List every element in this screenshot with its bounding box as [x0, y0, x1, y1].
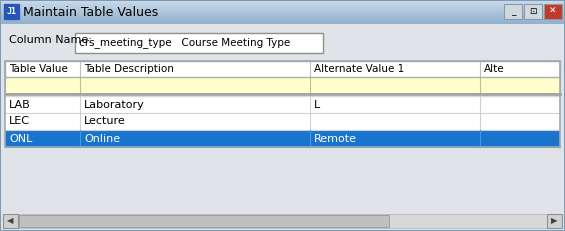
Text: Table Value: Table Value [9, 64, 68, 74]
FancyBboxPatch shape [5, 130, 560, 147]
FancyBboxPatch shape [1, 1, 564, 23]
FancyBboxPatch shape [1, 6, 564, 8]
FancyBboxPatch shape [5, 61, 560, 77]
FancyBboxPatch shape [18, 214, 547, 228]
Text: ◀: ◀ [7, 216, 14, 225]
FancyBboxPatch shape [1, 18, 564, 19]
FancyBboxPatch shape [3, 214, 18, 228]
Text: LAB: LAB [9, 100, 31, 109]
FancyBboxPatch shape [4, 4, 19, 19]
FancyBboxPatch shape [5, 113, 560, 130]
Text: Lecture: Lecture [84, 116, 125, 127]
FancyBboxPatch shape [1, 2, 564, 4]
FancyBboxPatch shape [1, 10, 564, 11]
Text: ✕: ✕ [549, 7, 557, 16]
FancyBboxPatch shape [1, 19, 564, 20]
FancyBboxPatch shape [1, 15, 564, 17]
Text: Laboratory: Laboratory [84, 100, 145, 109]
FancyBboxPatch shape [1, 22, 564, 24]
FancyBboxPatch shape [1, 5, 564, 7]
FancyBboxPatch shape [1, 1, 564, 3]
FancyBboxPatch shape [1, 13, 564, 15]
Text: ▶: ▶ [551, 216, 558, 225]
Text: Remote: Remote [314, 134, 357, 143]
Text: Maintain Table Values: Maintain Table Values [23, 6, 158, 18]
FancyBboxPatch shape [1, 23, 564, 230]
Text: L: L [314, 100, 320, 109]
Text: LEC: LEC [9, 116, 30, 127]
FancyBboxPatch shape [1, 12, 564, 14]
Text: _: _ [511, 7, 515, 16]
Text: ONL: ONL [9, 134, 32, 143]
Text: Column Name:: Column Name: [9, 35, 92, 45]
Text: Online: Online [84, 134, 120, 143]
FancyBboxPatch shape [1, 20, 564, 21]
Text: crs_meeting_type   Course Meeting Type: crs_meeting_type Course Meeting Type [79, 38, 290, 49]
Text: Alte: Alte [484, 64, 504, 74]
FancyBboxPatch shape [1, 9, 564, 10]
FancyBboxPatch shape [1, 11, 564, 12]
FancyBboxPatch shape [5, 77, 560, 94]
FancyBboxPatch shape [504, 4, 522, 19]
FancyBboxPatch shape [75, 33, 323, 53]
FancyBboxPatch shape [1, 3, 564, 5]
Text: ⊡: ⊡ [529, 7, 537, 16]
Text: Alternate Value 1: Alternate Value 1 [314, 64, 405, 74]
FancyBboxPatch shape [1, 16, 564, 18]
FancyBboxPatch shape [1, 21, 564, 22]
Text: J1: J1 [7, 7, 16, 16]
FancyBboxPatch shape [524, 4, 542, 19]
Text: Table Description: Table Description [84, 64, 174, 74]
FancyBboxPatch shape [1, 14, 564, 16]
FancyBboxPatch shape [19, 215, 389, 227]
FancyBboxPatch shape [1, 4, 564, 6]
FancyBboxPatch shape [1, 8, 564, 9]
FancyBboxPatch shape [5, 96, 560, 113]
FancyBboxPatch shape [544, 4, 562, 19]
FancyBboxPatch shape [547, 214, 562, 228]
